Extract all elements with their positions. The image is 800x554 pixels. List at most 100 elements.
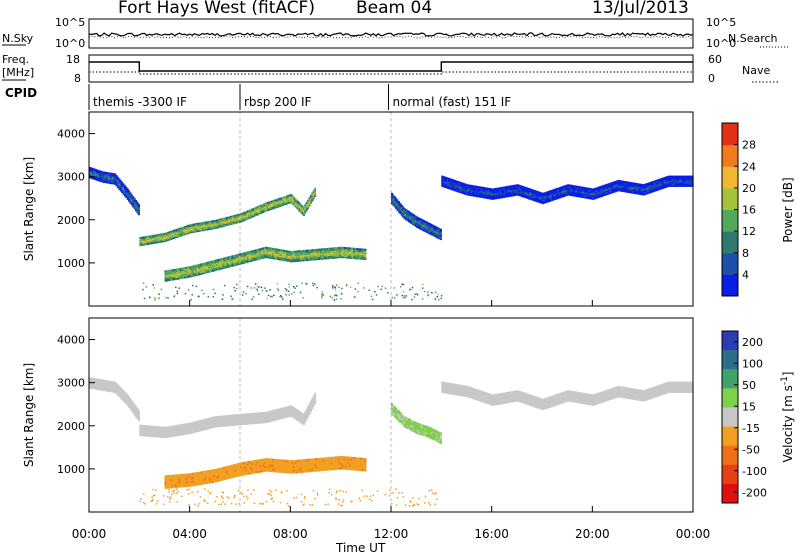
- velocity-cell: [245, 422, 248, 425]
- velocity-cell: [136, 411, 139, 414]
- power-cell: [91, 174, 94, 177]
- power-cell: [663, 184, 666, 187]
- power-scatter-cell: [322, 294, 325, 296]
- power-cell: [337, 253, 340, 256]
- power-cell: [254, 208, 256, 211]
- power-cell: [219, 266, 221, 269]
- power-cell: [599, 187, 602, 190]
- power-cell: [658, 182, 660, 185]
- velocity-cell: [295, 410, 298, 413]
- velocity-cell: [198, 429, 201, 432]
- power-cell: [137, 210, 140, 213]
- power-cell: [335, 248, 338, 251]
- power-cell: [323, 248, 326, 251]
- power-cell: [508, 193, 511, 196]
- power-cell: [613, 187, 616, 190]
- power-cell: [399, 209, 402, 212]
- power-cell: [624, 181, 627, 184]
- power-cell: [214, 267, 217, 270]
- power-cell: [170, 269, 173, 272]
- power-cell: [646, 188, 649, 191]
- power-cell: [295, 199, 298, 202]
- velocity-cell: [262, 419, 265, 422]
- power-cell: [409, 214, 412, 217]
- power-cell: [196, 268, 199, 271]
- power-cell: [314, 190, 317, 192]
- velocity-cell: [259, 421, 262, 424]
- power-cell: [291, 202, 294, 205]
- power-cell: [400, 212, 403, 215]
- velocity-cell: [263, 413, 266, 416]
- power-cell: [494, 197, 497, 200]
- velocity-cell: [247, 416, 249, 419]
- power-cell: [349, 256, 352, 259]
- power-cell: [251, 214, 254, 217]
- power-cell: [158, 239, 161, 242]
- velocity-cell: [103, 381, 105, 384]
- power-cell: [156, 235, 159, 238]
- power-cell: [644, 183, 647, 186]
- power-cell: [528, 197, 530, 200]
- power-cell: [329, 252, 332, 255]
- velocity-cell: [165, 432, 168, 435]
- power-cell: [261, 252, 263, 255]
- power-cell: [399, 212, 402, 215]
- power-scatter-cell: [299, 291, 302, 293]
- power-cell: [500, 194, 503, 197]
- power-cell: [256, 206, 259, 208]
- power-cell: [554, 197, 557, 200]
- power-cell: [309, 201, 312, 203]
- power-cell: [497, 190, 500, 193]
- velocity-cell: [205, 426, 207, 429]
- power-cell: [241, 260, 244, 263]
- power-cell: [593, 194, 596, 197]
- power-cell: [472, 192, 475, 195]
- velocity-cell: [191, 428, 194, 431]
- power-cell: [233, 217, 235, 220]
- power-cell: [295, 207, 298, 209]
- power-cell: [459, 189, 462, 192]
- power-cell: [445, 177, 448, 180]
- velocity-cell: [308, 404, 311, 407]
- power-cell: [634, 192, 637, 195]
- power-cell: [168, 271, 171, 274]
- power-cell: [288, 253, 291, 256]
- power-cell: [465, 191, 468, 194]
- power-scatter-cell: [266, 290, 268, 292]
- power-cell: [557, 187, 560, 190]
- power-cell: [480, 191, 483, 194]
- power-cell: [617, 186, 620, 189]
- velocity-cell: [297, 410, 300, 413]
- power-cell: [261, 209, 263, 212]
- power-cell: [474, 185, 477, 188]
- power-cell: [412, 215, 414, 218]
- power-cell: [273, 255, 276, 258]
- power-cell: [191, 267, 194, 270]
- power-cell: [493, 197, 496, 200]
- power-cell: [656, 185, 659, 188]
- power-cell: [281, 258, 284, 261]
- power-cell: [428, 226, 431, 229]
- power-cell: [563, 193, 565, 196]
- power-cell: [604, 187, 607, 190]
- power-cell: [618, 184, 621, 187]
- power-cell: [516, 187, 519, 190]
- power-cell: [561, 187, 564, 190]
- power-cell: [637, 186, 640, 189]
- power-cell: [272, 255, 275, 258]
- velocity-cell: [213, 416, 216, 419]
- power-scatter-cell: [391, 296, 394, 299]
- velocity-cell: [135, 410, 138, 413]
- power-y-tick-label: 4000: [57, 128, 85, 141]
- power-cell: [213, 261, 216, 264]
- power-cell: [583, 188, 586, 191]
- power-cell: [515, 184, 518, 187]
- power-cell: [254, 258, 256, 261]
- power-cell: [291, 199, 294, 201]
- power-cell: [214, 224, 217, 227]
- power-cell: [133, 207, 136, 210]
- power-cell: [273, 207, 276, 209]
- power-cell: [344, 248, 347, 251]
- power-cell: [487, 189, 490, 192]
- power-cell: [212, 227, 214, 230]
